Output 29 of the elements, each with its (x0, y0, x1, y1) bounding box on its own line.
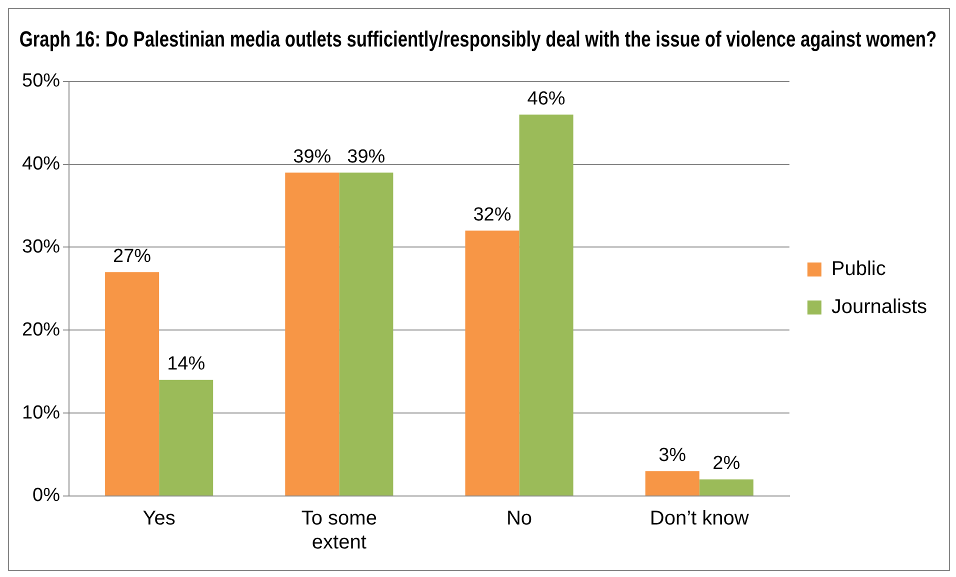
bar (465, 230, 520, 496)
data-label: 39% (293, 146, 332, 168)
data-label: 2% (712, 453, 740, 474)
x-tick-label: No (506, 508, 532, 530)
legend-label: Public (831, 258, 886, 280)
bar (105, 272, 160, 496)
data-label: 27% (113, 246, 152, 267)
x-tick-label: To some extent (301, 508, 377, 554)
bar (339, 172, 394, 496)
y-tick-label: 50% (22, 70, 60, 92)
x-tick-label: Don’t know (650, 508, 750, 530)
bar (159, 380, 214, 496)
bar (519, 114, 574, 496)
data-label: 3% (658, 444, 686, 466)
y-tick-label: 20% (22, 319, 60, 340)
y-tick-label: 0% (32, 485, 60, 506)
data-label: 46% (527, 88, 566, 110)
bar (285, 172, 340, 496)
x-tick-label: Yes (142, 508, 176, 530)
y-tick-label: 30% (22, 236, 60, 258)
data-label: 14% (167, 354, 206, 375)
bar (699, 479, 754, 496)
data-label: 32% (473, 204, 512, 226)
chart-title: Graph 16: Do Palestinian media outlets sufficiently/responsibly deal with the issue of violence against women? (19, 27, 937, 52)
y-tick-label: 10% (22, 402, 60, 424)
y-tick-label: 40% (22, 154, 60, 175)
bar (645, 471, 700, 496)
data-label: 39% (347, 146, 386, 168)
legend-label: Journalists (831, 296, 928, 318)
